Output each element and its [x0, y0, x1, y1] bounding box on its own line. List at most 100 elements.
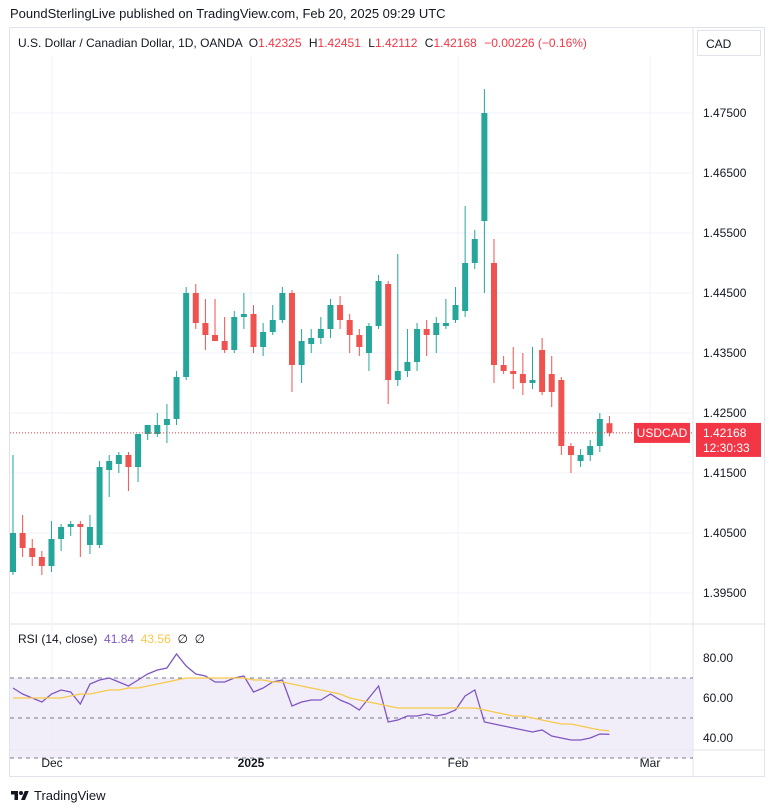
candle-body — [38, 557, 45, 566]
candle-body — [596, 419, 603, 446]
rsi-tick-label: 80.00 — [703, 651, 733, 665]
rsi-extra-1: ∅ — [177, 632, 188, 646]
candle-body — [10, 533, 16, 572]
candle-body — [19, 533, 26, 548]
candle-body — [144, 425, 151, 434]
candle-body — [548, 374, 555, 392]
footer-brand-label: TradingView — [34, 788, 106, 803]
close-label: C — [424, 36, 434, 50]
candle-body — [260, 332, 267, 347]
candle-body — [481, 113, 488, 221]
change-value: −0.00226 (−0.16%) — [484, 36, 587, 50]
candle-body — [298, 341, 305, 365]
last-price-tag-value: 1.42168 — [703, 426, 747, 440]
open-value: 1.42325 — [258, 36, 302, 50]
price-tick-label: 1.42500 — [703, 406, 747, 420]
publish-caption: PoundSterlingLive published on TradingVi… — [10, 6, 446, 21]
candle-body — [558, 380, 565, 446]
candle-body — [491, 263, 497, 365]
candle-body — [500, 365, 507, 371]
rsi-line — [12, 652, 610, 741]
low-value: 1.42112 — [374, 36, 418, 50]
countdown-tag-value: 12:30:33 — [703, 441, 750, 455]
close-value: 1.42168 — [433, 36, 477, 50]
candle-body — [173, 377, 180, 419]
candle-body — [423, 329, 430, 335]
rsi-tick-label: 60.00 — [703, 691, 733, 705]
candle-body — [279, 293, 286, 320]
price-tick-label: 1.40500 — [703, 526, 747, 540]
candle-body — [163, 419, 170, 425]
candle-body — [58, 527, 65, 539]
time-tick-label: 2025 — [238, 756, 265, 770]
candle-body — [212, 335, 219, 341]
candle-body — [240, 314, 247, 317]
high-label: H — [308, 36, 318, 50]
candle-body — [269, 320, 276, 332]
high-value: 1.42451 — [317, 36, 361, 50]
currency-button[interactable]: CAD — [697, 30, 761, 56]
candle-body — [192, 293, 199, 323]
price-tick-label: 1.46500 — [703, 166, 747, 180]
price-tick-label: 1.47500 — [703, 106, 747, 120]
candle-body — [471, 239, 478, 263]
time-tick-label: Feb — [448, 756, 469, 770]
candle-body — [106, 461, 113, 470]
candle-body — [385, 284, 392, 380]
candle-body — [587, 446, 594, 455]
candle-body — [337, 305, 344, 320]
price-tick-label: 1.41500 — [703, 466, 747, 480]
candle-body — [183, 293, 190, 377]
candle-body — [433, 323, 440, 335]
candle-body — [317, 329, 324, 338]
candle-body — [231, 317, 238, 350]
rsi-ma-value: 43.56 — [140, 632, 171, 646]
rsi-tick-label: 40.00 — [703, 731, 733, 745]
candle-body — [365, 326, 372, 353]
candle-body — [567, 446, 574, 455]
last-price-tag-bg — [696, 422, 761, 457]
symbol-title: U.S. Dollar / Canadian Dollar, 1D, OANDA — [18, 36, 243, 50]
candle-body — [510, 371, 517, 374]
open-label: O — [248, 36, 259, 50]
candle-body — [135, 434, 142, 467]
symbol-tag-bg — [634, 422, 690, 443]
rsi-extra-2: ∅ — [194, 632, 206, 646]
candle-body — [394, 371, 401, 380]
candle-body — [442, 323, 449, 326]
candle-body — [221, 341, 228, 350]
candle-body — [539, 350, 546, 392]
candle-body — [519, 374, 526, 383]
candle-body — [462, 263, 469, 311]
tradingview-logo-icon — [11, 790, 29, 800]
candle-body — [288, 293, 295, 365]
candle-body — [346, 320, 353, 335]
symbol-legend: U.S. Dollar / Canadian Dollar, 1D, OANDA… — [18, 36, 591, 50]
candle-body — [356, 335, 363, 347]
rsi-legend: RSI (14, close) 41.84 43.56 ∅ ∅ — [18, 632, 205, 646]
candle-body — [77, 524, 84, 527]
candle-body — [154, 425, 161, 434]
price-tick-label: 1.43500 — [703, 346, 747, 360]
time-tick-label: Mar — [640, 756, 661, 770]
chart-frame — [9, 27, 765, 777]
candle-body — [577, 455, 584, 461]
candle-body — [115, 455, 122, 464]
rsi-ma-line — [13, 677, 610, 732]
candle-body — [404, 362, 411, 371]
candle-body — [327, 305, 334, 329]
candle-body — [375, 281, 382, 326]
candle-body — [202, 323, 209, 335]
low-label: L — [368, 36, 375, 50]
candle-body — [125, 455, 132, 467]
time-tick-label: Dec — [41, 756, 62, 770]
candle-body — [529, 380, 536, 383]
price-tick-label: 1.45500 — [703, 226, 747, 240]
symbol-tag-label: USDCAD — [637, 426, 688, 440]
candle-body — [452, 305, 459, 320]
candle-body — [67, 524, 74, 527]
candle-body — [308, 338, 315, 344]
footer-brand[interactable]: TradingView — [10, 788, 106, 803]
candle-body — [96, 467, 103, 545]
